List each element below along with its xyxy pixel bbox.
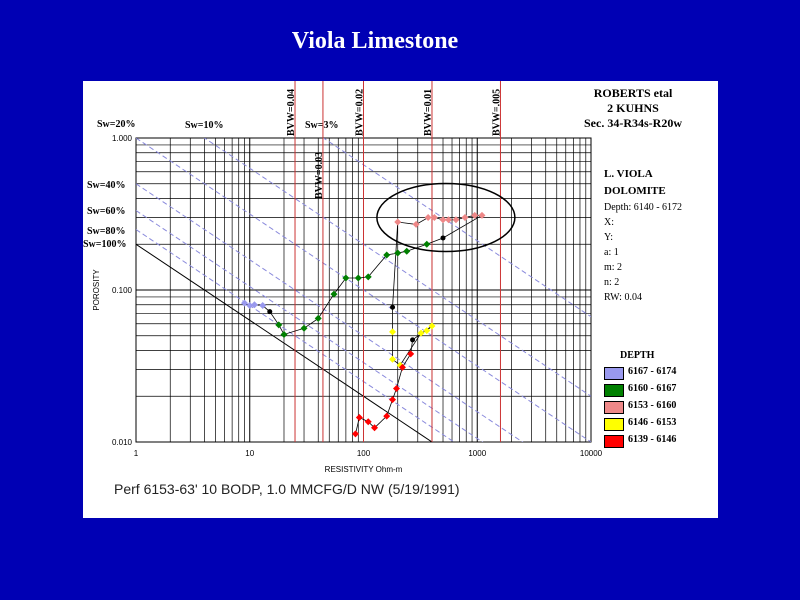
data-point [371, 424, 379, 432]
bvw-label: BVW=0.02 [355, 89, 366, 136]
well-info: ROBERTS etal 2 KUHNS Sec. 34-R34s-R20w [553, 86, 713, 131]
legend-swatch [604, 384, 624, 397]
data-point [478, 211, 486, 219]
sw-label: Sw=20% [97, 119, 135, 130]
formation-line-1: L. VIOLA [604, 168, 653, 180]
y-tick-label: 1.000 [112, 134, 133, 143]
x-tick-label: 10 [245, 449, 254, 458]
well-location: Sec. 34-R34s-R20w [584, 116, 682, 130]
legend-label: 6153 - 6160 [628, 400, 677, 411]
y-tick-label: 0.100 [112, 286, 133, 295]
well-name: 2 KUHNS [607, 101, 659, 115]
data-point [246, 302, 254, 310]
data-point [417, 329, 425, 337]
legend-label: 6167 - 6174 [628, 366, 677, 377]
data-point [394, 218, 402, 226]
data-point [383, 251, 391, 259]
legend-title: DEPTH [620, 350, 655, 361]
data-point [410, 337, 416, 343]
formation-line-2: DOLOMITE [604, 185, 666, 197]
data-point [259, 302, 267, 310]
data-point [351, 430, 359, 438]
legend-label: 6160 - 6167 [628, 383, 677, 394]
x-axis-label: RESISTIVITY Ohm-m [325, 465, 403, 474]
chart-panel: Sw=100% Sw=80% Sw=60% Sw=40% Sw=20% Sw=10% Sw=… [83, 81, 718, 518]
data-point [389, 396, 397, 404]
data-point [364, 418, 372, 426]
sw-label: Sw=60% [87, 206, 125, 217]
data-point [471, 211, 479, 219]
data-point [390, 304, 396, 310]
y-tick-label: 0.010 [112, 438, 133, 447]
sw-label: Sw=3% [305, 120, 338, 131]
data-point [407, 350, 415, 358]
footer-note: Perf 6153-63' 10 BODP, 1.0 MMCFG/D NW (5… [114, 481, 460, 497]
data-point [275, 321, 283, 329]
legend-swatch [604, 418, 624, 431]
data-point [398, 363, 406, 371]
data-point [355, 413, 363, 421]
parameter-block: L. VIOLA DOLOMITE Depth: 6140 - 6172 X: … [604, 166, 714, 305]
x-tick-label: 10000 [580, 449, 603, 458]
data-point [389, 328, 397, 336]
x-tick-label: 100 [357, 449, 371, 458]
data-point [403, 247, 411, 255]
data-point [389, 355, 397, 363]
param-x: X: [604, 217, 614, 228]
data-point [354, 274, 362, 282]
data-point [430, 213, 438, 221]
bvw-label: BVW=0.03 [314, 152, 325, 199]
data-point [423, 240, 431, 248]
data-point [342, 274, 350, 282]
data-point [330, 290, 338, 298]
data-point [250, 301, 258, 309]
data-point [423, 327, 431, 335]
legend-swatch [604, 401, 624, 414]
data-point [394, 249, 402, 257]
pickett-plot: Sw=100% Sw=80% Sw=60% Sw=40% Sw=20% Sw=10% Sw=… [83, 81, 603, 474]
data-point [267, 309, 273, 315]
data-point [445, 216, 453, 224]
param-rw: RW: 0.04 [604, 292, 642, 303]
data-point [439, 216, 447, 224]
bvw-label: BVW=0.01 [423, 89, 434, 136]
data-point [452, 216, 460, 224]
data-point [428, 322, 436, 330]
x-tick-label: 1000 [468, 449, 486, 458]
y-axis-label: POROSITY [92, 269, 101, 311]
legend-label: 6139 - 6146 [628, 434, 677, 445]
sw-label: Sw=80% [87, 226, 125, 237]
data-point [241, 299, 249, 307]
param-n: n: 2 [604, 277, 620, 288]
bvw-label: BVW=.005 [491, 89, 502, 136]
bvw-label: BVW=0.04 [286, 89, 297, 136]
data-point [300, 324, 308, 332]
data-point [314, 314, 322, 322]
data-point [280, 330, 288, 338]
well-operator: ROBERTS etal [593, 86, 673, 100]
data-point [383, 412, 391, 420]
param-m: m: 2 [604, 262, 623, 273]
depth-range: Depth: 6140 - 6172 [604, 202, 683, 213]
x-tick-label: 1 [134, 449, 139, 458]
sw-label: Sw=40% [87, 180, 125, 191]
data-point [392, 384, 400, 392]
legend-swatch [604, 435, 624, 448]
param-a: a: 1 [604, 247, 619, 258]
data-point [461, 213, 469, 221]
legend-label: 6146 - 6153 [628, 417, 677, 428]
data-point [364, 273, 372, 281]
slide-title: Viola Limestone [291, 28, 459, 54]
data-point [412, 220, 420, 228]
legend-swatch [604, 367, 624, 380]
data-point [424, 213, 432, 221]
sw-label: Sw=10% [185, 120, 223, 131]
data-point [440, 235, 446, 241]
sw-label: Sw=100% [83, 239, 126, 250]
param-y: Y: [604, 232, 614, 243]
highlight-ellipse [376, 182, 516, 253]
